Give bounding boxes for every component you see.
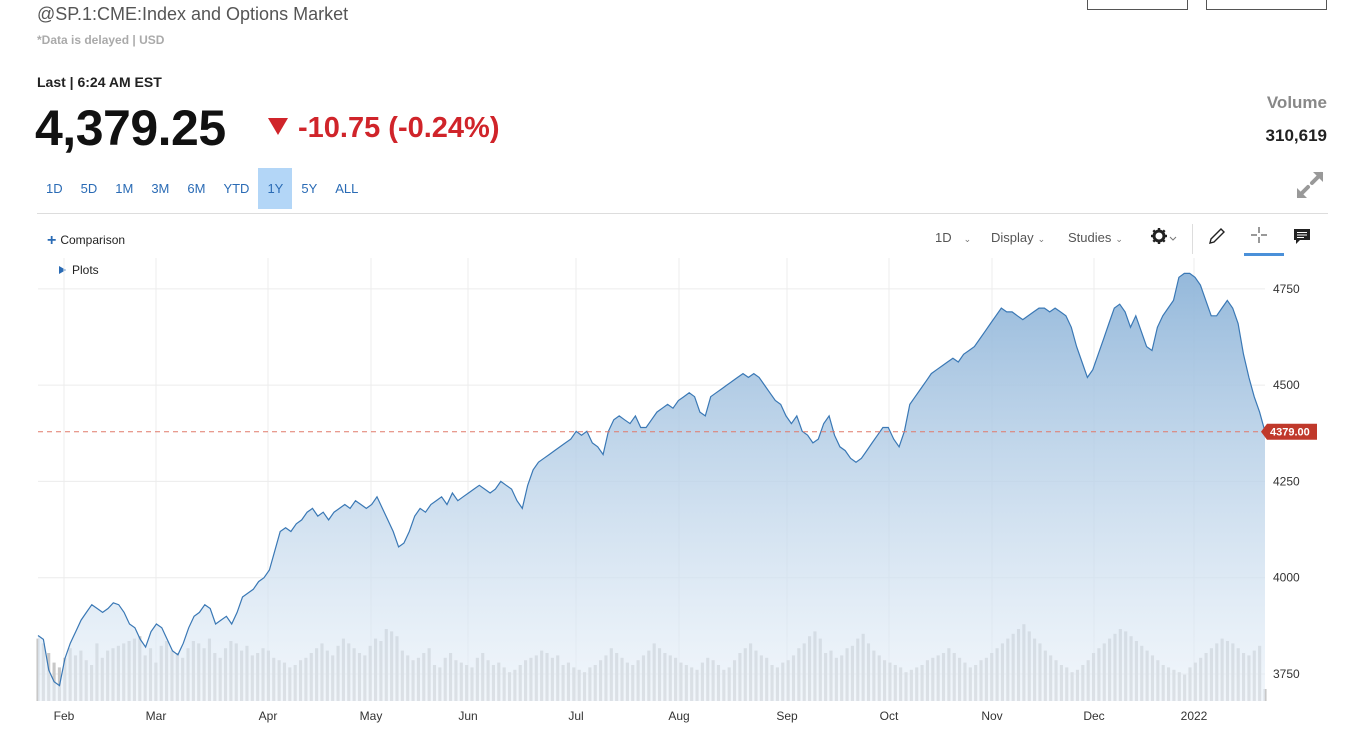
interval-label: 1D	[935, 230, 952, 245]
price-area	[38, 273, 1265, 701]
y-tick-label: 4000	[1273, 571, 1300, 585]
plots-toggle[interactable]: Plots	[59, 263, 99, 277]
studies-dropdown[interactable]: Studies ⌄	[1068, 224, 1123, 252]
x-tick-label: Jun	[458, 709, 477, 723]
crosshair-button[interactable]	[1249, 225, 1269, 253]
active-tool-indicator	[1244, 253, 1284, 256]
current-price-marker	[1261, 423, 1317, 440]
expand-arrows-icon[interactable]	[1293, 168, 1327, 202]
price-line	[37, 272, 1266, 687]
x-tick-label: Nov	[981, 709, 1002, 723]
plus-icon: +	[47, 232, 57, 249]
toolbar-separator	[1192, 224, 1193, 254]
x-tick-label: Dec	[1083, 709, 1104, 723]
x-tick-label: Aug	[668, 709, 689, 723]
range-tabs: 1D 5D 1M 3M 6M YTD 1Y 5Y ALL	[37, 168, 367, 209]
studies-label: Studies	[1068, 230, 1112, 245]
settings-dropdown[interactable]	[1150, 227, 1178, 255]
comment-icon	[1294, 229, 1310, 244]
tab-range-1y[interactable]: 1Y	[258, 168, 293, 209]
display-label: Display	[991, 230, 1034, 245]
down-arrow-icon	[268, 118, 288, 135]
y-tick-label: 4250	[1273, 474, 1300, 488]
tab-range-all[interactable]: ALL	[335, 181, 359, 196]
display-dropdown[interactable]: Display ⌄	[991, 224, 1045, 252]
header-button-2[interactable]	[1206, 0, 1327, 10]
x-tick-label: Apr	[259, 709, 278, 723]
x-tick-label: Feb	[54, 709, 75, 723]
interval-dropdown[interactable]: 1D ⌄	[935, 224, 971, 252]
chevron-down-icon: ⌄	[1037, 234, 1046, 244]
tab-range-ytd[interactable]: YTD	[223, 181, 250, 196]
last-trade-time: Last | 6:24 AM EST	[37, 74, 162, 90]
volume-label: Volume	[1266, 93, 1327, 112]
caret-right-icon	[59, 266, 66, 274]
comment-button[interactable]	[1292, 226, 1312, 254]
comparison-label: Comparison	[60, 233, 126, 247]
chevron-down-icon: ⌄	[963, 234, 972, 244]
y-tick-label: 3750	[1273, 667, 1300, 681]
section-divider	[37, 213, 1328, 214]
tab-range-6m[interactable]: 6M	[187, 181, 206, 196]
price-change: -10.75 (-0.24%)	[268, 110, 500, 146]
x-tick-label: 2022	[1181, 709, 1208, 723]
header-button-1[interactable]	[1087, 0, 1188, 10]
y-tick-label: 4750	[1273, 282, 1300, 296]
price-chart[interactable]: 3750 4000 4250 4500 4750 Feb Mar Apr May Jun Jul A…	[0, 258, 1365, 747]
tab-range-1m[interactable]: 1M	[115, 181, 134, 196]
chevron-down-icon: ⌄	[1115, 234, 1123, 244]
x-tick-label: Sep	[776, 709, 798, 723]
gear-icon	[1151, 228, 1177, 244]
x-tick-label: Jul	[568, 709, 583, 723]
x-tick-label: May	[360, 709, 383, 723]
draw-button[interactable]	[1207, 226, 1227, 254]
x-tick-label: Mar	[146, 709, 167, 723]
plots-label: Plots	[72, 263, 99, 277]
tab-range-5y[interactable]: 5Y	[301, 181, 318, 196]
data-delay-note: *Data is delayed | USD	[37, 33, 165, 47]
crosshair-icon	[1251, 227, 1267, 243]
tab-range-3m[interactable]: 3M	[151, 181, 170, 196]
current-price-label: 4379.00	[1270, 427, 1310, 439]
last-price: 4,379.25	[35, 100, 226, 156]
tab-range-1d[interactable]: 1D	[46, 181, 63, 196]
tab-range-5d[interactable]: 5D	[80, 181, 98, 196]
price-change-value: -10.75 (-0.24%)	[298, 112, 500, 144]
x-tick-label: Oct	[880, 709, 899, 723]
page-title: @SP.1:CME:Index and Options Market	[37, 4, 349, 24]
y-tick-label: 4500	[1273, 378, 1300, 392]
comparison-button[interactable]: + Comparison	[47, 232, 125, 250]
volume-value: 310,619	[1265, 126, 1327, 145]
pencil-icon	[1209, 228, 1225, 244]
